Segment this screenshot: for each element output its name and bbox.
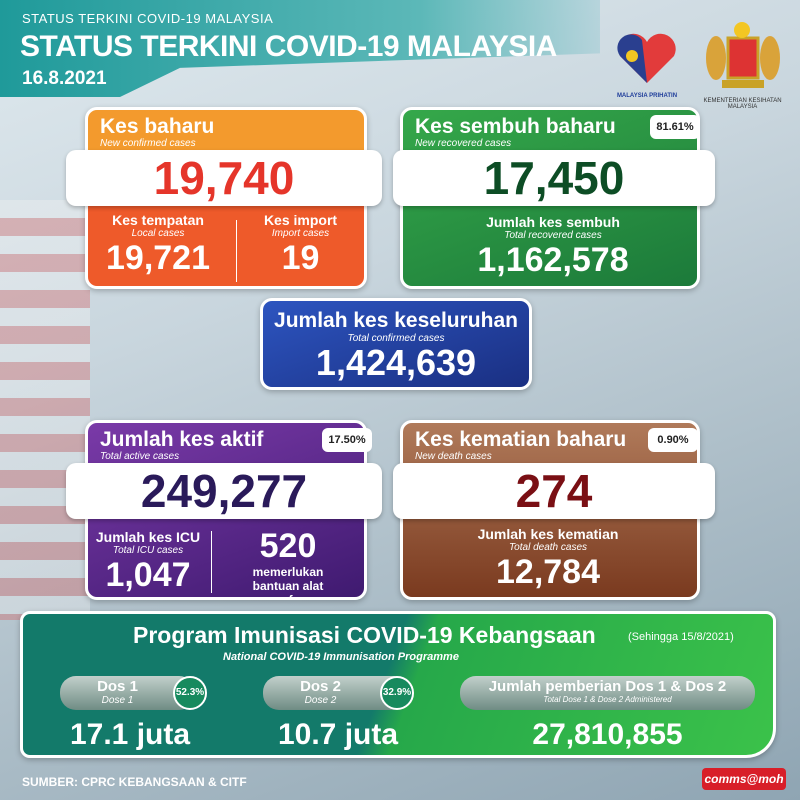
total-cases-card: Jumlah kes keseluruhan Total confirmed c… <box>260 298 532 390</box>
flag-background <box>0 200 90 620</box>
total-recovered: Jumlah kes sembuh Total recovered cases … <box>477 214 629 279</box>
dose1-value: 17.1 juta <box>69 718 191 751</box>
total-doses-pill: Jumlah pemberian Dos 1 & Dos 2 Total Dos… <box>460 676 755 710</box>
ventilator-cases: 520 memerlukan bantuan alat pernafasan <box>252 527 324 600</box>
dose1-percent: 52.3% <box>173 676 207 710</box>
total-cases-subtitle: Total confirmed cases <box>347 333 445 344</box>
total-deaths: Jumlah kes kematian Total death cases 12… <box>477 526 619 591</box>
new-cases-value: 19,740 <box>66 150 382 206</box>
divider <box>236 220 237 282</box>
active-percent-badge: 17.50% <box>322 428 372 452</box>
recovered-value: 17,450 <box>393 150 715 206</box>
immunisation-panel: Program Imunisasi COVID-19 Kebangsaan (S… <box>20 611 776 758</box>
date: 16.8.2021 <box>22 68 107 89</box>
deaths-title: Kes kematian baharu <box>415 428 627 451</box>
dose2-value: 10.7 juta <box>277 718 399 751</box>
deaths-value: 274 <box>393 463 715 519</box>
import-cases: Kes import Import cases 19 <box>263 212 338 277</box>
immunisation-subtitle: National COVID-19 Immunisation Programme <box>223 651 459 663</box>
page-title: STATUS TERKINI COVID-19 MALAYSIA <box>20 30 557 63</box>
comms-moh-logo: comms@moh <box>702 768 786 790</box>
immunisation-title: Program Imunisasi COVID-19 Kebangsaan <box>133 622 596 648</box>
active-value: 249,277 <box>66 463 382 519</box>
active-subtitle: Total active cases <box>100 451 180 462</box>
recovered-percent-badge: 81.61% <box>650 115 700 139</box>
active-title: Jumlah kes aktif <box>100 428 264 451</box>
total-cases-value: 1,424,639 <box>315 342 477 383</box>
new-cases-title: Kes baharu <box>100 115 215 138</box>
icu-cases: Jumlah kes ICU Total ICU cases 1,047 <box>95 529 201 594</box>
deaths-percent-badge: 0.90% <box>648 428 698 452</box>
divider <box>211 531 212 593</box>
new-cases-subtitle: New confirmed cases <box>100 138 196 149</box>
recovered-title: Kes sembuh baharu <box>415 115 616 138</box>
deaths-subtitle: New death cases <box>415 451 492 462</box>
immunisation-asof: (Sehingga 15/8/2021) <box>628 631 734 643</box>
source-text: SUMBER: CPRC KEBANGSAAN & CITF <box>22 775 247 789</box>
dose1-pill: Dos 1 Dose 1 <box>60 676 195 710</box>
header-subtitle: STATUS TERKINI COVID-19 MALAYSIA <box>22 11 274 26</box>
recovered-subtitle: New recovered cases <box>415 138 512 149</box>
total-doses-value: 27,810,855 <box>532 718 683 751</box>
dose2-percent: 32.9% <box>380 676 414 710</box>
malaysia-prihatin-logo: MALAYSIA PRIHATIN <box>612 28 682 99</box>
total-cases-title: Jumlah kes keseluruhan <box>274 309 518 332</box>
local-cases: Kes tempatan Local cases 19,721 <box>106 212 210 277</box>
ministry-crest-logo: KEMENTERIAN KESIHATAN MALAYSIA <box>700 18 785 110</box>
